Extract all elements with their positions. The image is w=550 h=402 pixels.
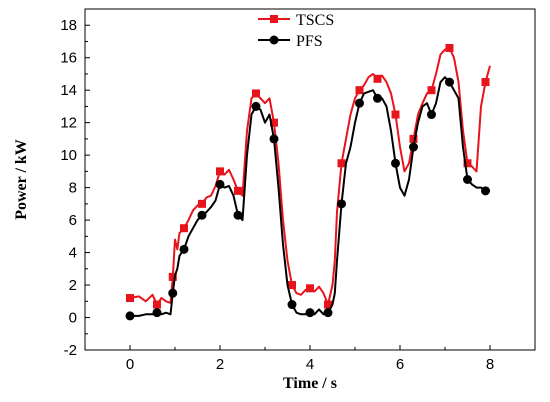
data-point-pfs xyxy=(125,311,135,321)
data-point-pfs xyxy=(152,308,162,318)
data-point-tscs xyxy=(153,300,161,309)
data-point-pfs xyxy=(215,179,225,189)
data-point-pfs xyxy=(323,308,333,318)
data-point-tscs xyxy=(234,186,242,195)
data-point-pfs xyxy=(168,288,178,298)
data-point-tscs xyxy=(180,224,188,233)
data-point-pfs xyxy=(251,101,261,111)
data-point-pfs xyxy=(197,210,207,220)
y-tick-label: 2 xyxy=(69,277,77,294)
data-point-tscs xyxy=(306,284,314,293)
data-point-pfs xyxy=(481,186,490,196)
data-point-tscs xyxy=(324,300,332,309)
axes-group: 0 2 4 6 8 -2 0 2 4 6 8 10 12 14 16 18 xyxy=(60,8,536,373)
series-group xyxy=(125,43,491,321)
x-tick-label: 8 xyxy=(486,356,494,373)
y-tick-label: 16 xyxy=(60,50,77,67)
data-point-tscs xyxy=(216,167,224,176)
x-tick-label: 2 xyxy=(216,356,224,373)
data-point-tscs xyxy=(463,159,472,168)
data-point-tscs xyxy=(427,86,436,95)
y-tick-label: 14 xyxy=(60,82,77,99)
data-point-pfs xyxy=(337,199,346,209)
y-tick-label: 10 xyxy=(60,147,77,164)
data-point-tscs xyxy=(445,43,454,52)
data-point-tscs xyxy=(252,89,260,98)
data-point-tscs xyxy=(198,199,206,208)
legend-label-pfs: PFS xyxy=(296,33,323,50)
y-tick-label: 12 xyxy=(60,115,77,132)
data-point-pfs xyxy=(409,142,418,152)
data-point-tscs xyxy=(409,134,418,143)
data-point-tscs xyxy=(355,86,364,95)
y-tick-label: 8 xyxy=(69,180,77,197)
series-line-pfs xyxy=(130,76,490,317)
y-axis-title: Power / kW xyxy=(13,139,30,220)
data-point-pfs xyxy=(445,77,454,87)
y-tick-label: 4 xyxy=(69,245,77,262)
data-point-pfs xyxy=(269,134,279,144)
data-point-tscs xyxy=(481,78,490,87)
data-point-pfs xyxy=(427,110,436,120)
data-point-pfs xyxy=(391,158,400,168)
data-point-pfs xyxy=(179,244,189,254)
data-point-tscs xyxy=(270,118,278,127)
data-point-tscs xyxy=(168,272,177,281)
x-tick-label: 4 xyxy=(306,356,314,373)
data-point-tscs xyxy=(337,159,346,168)
data-point-pfs xyxy=(287,300,297,310)
data-point-tscs xyxy=(391,110,400,119)
y-tick-label: 18 xyxy=(60,17,77,34)
x-axis-title: Time / s xyxy=(283,375,337,392)
legend-marker-pfs xyxy=(269,35,279,45)
legend-marker-tscs xyxy=(270,15,278,23)
legend: TSCS PFS xyxy=(258,12,334,50)
data-point-tscs xyxy=(373,74,382,83)
y-tick-label: 0 xyxy=(69,310,77,327)
y-tick-label: 6 xyxy=(69,212,77,229)
data-point-pfs xyxy=(355,98,364,108)
data-point-pfs xyxy=(463,175,472,184)
series-line-tscs xyxy=(129,47,491,306)
x-tick-label: 6 xyxy=(396,356,404,373)
data-point-pfs xyxy=(305,308,315,318)
data-point-tscs xyxy=(126,294,134,303)
legend-label-tscs: TSCS xyxy=(296,12,334,29)
data-point-pfs xyxy=(233,210,243,220)
data-point-tscs xyxy=(288,281,296,290)
data-point-pfs xyxy=(373,93,382,103)
y-tick-label: -2 xyxy=(64,342,77,359)
x-tick-label: 0 xyxy=(126,356,134,373)
